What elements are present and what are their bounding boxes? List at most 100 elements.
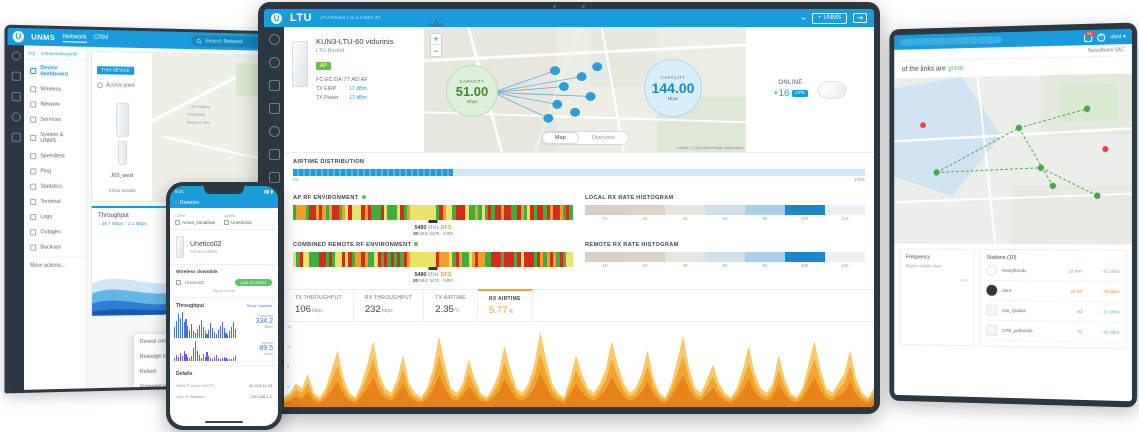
stat-value: 232 kbps [365,304,412,315]
bluetooth-icon[interactable]: ⌁ [801,13,806,23]
upload-bar-chart [170,341,240,361]
histogram-bin [745,252,785,262]
local-rx-histogram: LOCAL RX RATE HISTOGRAM 1X 2X 4X 6X 8X 10X 12X [585,195,865,236]
user-menu[interactable]: ubnt ▾ [1110,33,1126,39]
stations-rail-icon[interactable] [268,103,280,114]
logout-icon[interactable]: ⇥ [853,13,867,23]
tools-rail-icon[interactable] [268,149,280,160]
station-avatar [986,264,998,276]
sidebar-item-device-dashboard[interactable]: Device dashboard [24,60,86,82]
network-rail-icon[interactable] [268,80,280,91]
breadcrumb-item-0[interactable]: HQ [28,50,36,56]
bar [177,356,179,361]
sidebar-item-services[interactable]: Services [24,111,86,127]
right-map-graphic [894,73,1132,245]
rf-bin [442,205,446,220]
right-map[interactable] [894,73,1132,245]
bar [210,323,212,338]
right-search-pill[interactable] [899,36,1003,46]
services-rail-icon[interactable] [268,126,280,137]
settings-rail-icon[interactable] [268,172,280,183]
bar [202,327,204,338]
station-row[interactable]: Henryltondo 12 min -41 dBm [986,260,1120,283]
histogram-tick: 8X [762,216,768,221]
sidebar-item-logs[interactable]: Logs [24,209,86,224]
stat-rx-throughput[interactable]: RX THROUGHPUT 232 kbps [354,290,425,321]
device-map[interactable]: Art Gallery Portlandia Museum site [151,53,267,202]
remote-rf-cursor [293,267,573,270]
notifications-icon[interactable]: 99+ [1083,31,1095,42]
downlink-name: Unetico02 [185,280,204,285]
stat-tx-throughput[interactable]: TX THROUGHPUT 106 kbps [284,290,354,321]
sidebar-list: Device dashboard Wireless Network Services S… [24,60,86,255]
sites-rail-icon[interactable] [11,91,21,102]
sidebar-item-backups[interactable]: Backups [24,239,86,254]
map-view-toggle[interactable]: Map Overview [540,131,630,145]
nav-network[interactable]: Network [62,33,87,43]
show-details-link[interactable]: Show details [108,188,136,194]
wireless-icon [30,85,37,92]
rf-row-2: COMBINED REMOTE RF ENVIRONMENT 5480 MHz … [284,242,874,283]
nav-crm[interactable]: CRM [93,33,109,42]
sidebar-item-outages[interactable]: Outages [24,224,86,239]
phone-device-image [176,236,184,258]
back-label[interactable]: Devices [179,199,199,206]
detail-key: LAN IP Address [176,394,205,399]
station-row[interactable]: CPE_pelkanbb 7d -41 dBm [986,320,1120,344]
breadcrumb-item-1[interactable]: JohannesburgHill [40,50,77,57]
sidebar-item-network[interactable]: Network [24,96,86,112]
search-input[interactable]: Search Network [191,35,267,48]
tx-power-row: TX Power 17 dBm [316,95,394,101]
rf-bin [419,252,423,267]
more-actions-button[interactable]: More actions... [24,256,86,275]
sidebar-item-terminal[interactable]: Terminal [24,194,86,209]
back-chevron-icon[interactable]: ‹ [175,199,177,206]
map-view-overview-button[interactable]: Overview [591,135,616,141]
rf-bin [569,205,573,220]
bar [193,347,195,361]
histogram-tick: 1X [602,216,608,221]
stat-tx-airtime[interactable]: TX AIRTIME 2.35 % [424,290,478,321]
alerts-rail-icon[interactable] [11,112,21,122]
station-uptime: 2d 4h [1070,288,1083,294]
help-icon[interactable]: ? [1096,33,1106,42]
station-row[interactable]: cpe_Qiulian 4d -41 dBm [986,300,1120,323]
rf-bin [436,252,440,267]
sidebar-item-label: Wireless [40,85,62,93]
show-capacity-link[interactable]: Show Capacity [246,304,272,308]
dashboard-rail-icon[interactable] [268,34,280,45]
rf-bin [403,252,407,267]
bar [210,357,212,361]
logs-icon [30,213,37,220]
rf-bin [416,205,420,220]
airtime-bar [293,169,865,176]
map-zoom-control[interactable]: + − [430,33,442,57]
dashboard-rail-icon[interactable] [11,51,21,61]
hero-map[interactable]: + − CAPACITY 51.00 Mbps CAPACITY 144.00 [424,27,746,152]
rf-bin [400,252,404,267]
devices-rail-icon[interactable] [11,71,21,81]
map-view-map-button[interactable]: Map [541,132,579,144]
map-zoom-out-button[interactable]: − [433,45,439,56]
wireless-rail-icon[interactable] [268,57,280,68]
sidebar-item-system-unms[interactable]: System & UNMS [24,127,86,149]
map-zoom-in-button[interactable]: + [431,34,441,45]
rf-bin [345,252,349,267]
stat-rx-airtime[interactable]: RX AIRTIME 5.77 % [478,289,533,321]
remote-rf-freq-value: 5480 [414,272,427,278]
station-row[interactable]: ubnt 2d 4h -79 dBm [986,280,1120,303]
upload-value: 89.5 [259,345,273,352]
rf-bin [562,205,566,220]
ap-rf-frequency: 5480 MHz DFS [293,225,573,231]
logs-rail-icon[interactable] [11,132,21,142]
unms-button[interactable]: + UNMS [811,12,848,24]
sidebar-item-statistics[interactable]: Statistics [24,179,86,194]
sidebar-item-ping[interactable]: Ping [24,163,86,178]
sidebar-item-speedtest[interactable]: Speedtest [24,148,86,164]
station-avatar [986,304,998,316]
sidebar-item-wireless[interactable]: Wireless [24,81,86,97]
rf-bin [410,252,414,267]
signal-details-link[interactable]: Signal details [170,286,278,298]
capacity-remote-unit: Mbps [667,96,679,101]
client-value-row: Amos_Jonathan [175,220,224,225]
